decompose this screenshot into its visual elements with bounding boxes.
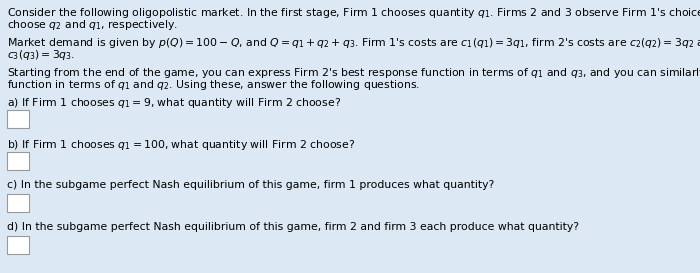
Text: c) In the subgame perfect Nash equilibrium of this game, firm 1 produces what qu: c) In the subgame perfect Nash equilibri… — [7, 180, 494, 190]
Text: function in terms of $q_1$ and $q_2$. Using these, answer the following question: function in terms of $q_1$ and $q_2$. Us… — [7, 78, 420, 92]
Text: choose $q_2$ and $q_1$, respectively.: choose $q_2$ and $q_1$, respectively. — [7, 18, 178, 32]
Text: Consider the following oligopolistic market. In the first stage, Firm 1 chooses : Consider the following oligopolistic mar… — [7, 6, 700, 20]
Bar — [7, 110, 29, 128]
Text: Market demand is given by $p(Q) = 100 - Q$, and $Q = q_1 + q_2 + q_3$. Firm 1's : Market demand is given by $p(Q) = 100 - … — [7, 36, 700, 50]
Bar — [7, 152, 29, 170]
Text: a) If Firm 1 chooses $q_1 = 9$, what quantity will Firm 2 choose?: a) If Firm 1 chooses $q_1 = 9$, what qua… — [7, 96, 341, 110]
Text: d) In the subgame perfect Nash equilibrium of this game, firm 2 and firm 3 each : d) In the subgame perfect Nash equilibri… — [7, 222, 579, 232]
Text: Starting from the end of the game, you can express Firm 2's best response functi: Starting from the end of the game, you c… — [7, 66, 700, 80]
Bar — [7, 236, 29, 254]
Text: b) If Firm 1 chooses $q_1 = 100$, what quantity will Firm 2 choose?: b) If Firm 1 chooses $q_1 = 100$, what q… — [7, 138, 355, 152]
Bar — [7, 194, 29, 212]
Text: $c_3(q_3) = 3q_3$.: $c_3(q_3) = 3q_3$. — [7, 48, 75, 62]
